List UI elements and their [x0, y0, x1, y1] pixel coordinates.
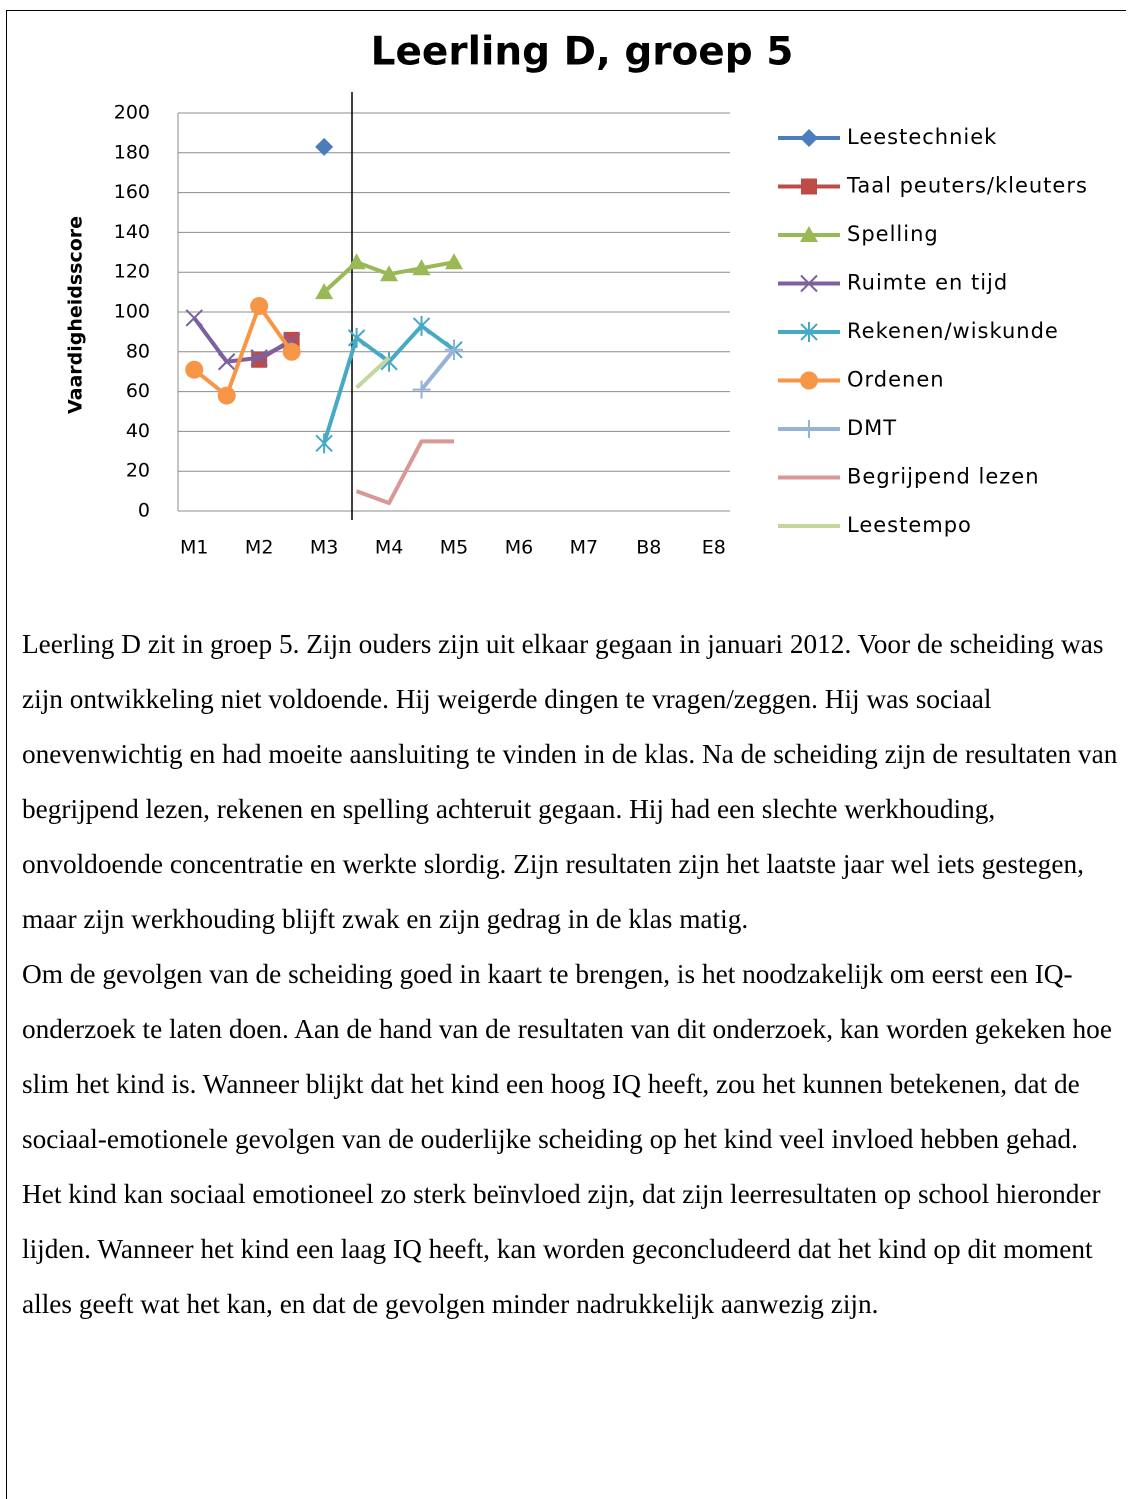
- legend-label: Leestempo: [847, 513, 972, 537]
- marker: [315, 137, 334, 156]
- series-line: [419, 348, 456, 391]
- marker: [380, 265, 399, 282]
- y-axis-title: Vaardigheidsscore: [65, 216, 87, 414]
- legend-label: DMT: [847, 416, 897, 440]
- marker: [412, 315, 431, 336]
- legend-label: Leestechniek: [847, 125, 997, 149]
- legend-label: Ordenen: [847, 368, 945, 392]
- marker: [217, 386, 236, 405]
- chart: Leerling D, groep 5 Vaardigheidsscore 0 2…: [65, 30, 1088, 559]
- marker: [412, 380, 431, 399]
- marker: [315, 433, 333, 454]
- series-line: [355, 356, 391, 390]
- marker: [445, 340, 463, 359]
- series-line: [192, 316, 293, 364]
- marker: [250, 349, 268, 367]
- marker: [445, 253, 463, 270]
- y-tick-label: 60: [126, 380, 150, 402]
- legend-label: Ruimte en tijd: [847, 271, 1008, 295]
- y-tick-label: 140: [114, 221, 150, 243]
- marker: [800, 129, 818, 147]
- x-tick-label: M3: [310, 537, 338, 559]
- x-tick-label: E8: [702, 537, 726, 559]
- x-tick-label: M4: [375, 537, 403, 559]
- y-tick-label: 120: [114, 261, 150, 283]
- marker: [800, 226, 818, 242]
- y-tick-label: 180: [114, 141, 150, 163]
- x-tick-label: M2: [245, 537, 273, 559]
- legend-label: Spelling: [847, 222, 939, 246]
- paragraph: Om de gevolgen van de scheiding goed in …: [22, 959, 1112, 1319]
- marker: [412, 259, 431, 276]
- series-line: [355, 439, 454, 506]
- marker: [347, 327, 366, 348]
- marker: [347, 253, 366, 270]
- paragraph: Leerling D zit in groep 5. Zijn ouders z…: [22, 629, 1118, 934]
- body-text: Leerling D zit in groep 5. Zijn ouders z…: [22, 617, 1118, 1332]
- marker: [217, 353, 236, 371]
- legend-label: Rekenen/wiskunde: [847, 319, 1059, 343]
- marker: [800, 322, 818, 342]
- y-tick-label: 0: [138, 500, 150, 522]
- marker: [800, 420, 818, 438]
- y-tick-label: 80: [126, 340, 150, 362]
- legend-label: Begrijpend lezen: [847, 465, 1040, 489]
- x-tick-label: M5: [440, 537, 468, 559]
- y-tick-label: 100: [114, 301, 150, 323]
- series-line: [192, 304, 294, 398]
- frame: [6, 10, 1126, 1499]
- marker: [801, 178, 817, 195]
- legend-label: Taal peuters/kleuters: [846, 174, 1088, 198]
- chart-title: Leerling D, groep 5: [371, 30, 794, 75]
- y-tick-label: 40: [126, 420, 150, 442]
- x-tick-label: M7: [570, 537, 598, 559]
- marker: [315, 283, 334, 300]
- x-tick-label: M6: [505, 537, 533, 559]
- x-tick-label: B8: [636, 537, 661, 559]
- marker: [185, 309, 203, 327]
- y-tick-label: 200: [114, 102, 150, 124]
- marker: [380, 351, 398, 372]
- marker: [185, 360, 204, 379]
- y-tick-label: 20: [126, 460, 150, 482]
- marker: [800, 371, 818, 390]
- y-tick-label: 160: [114, 181, 150, 203]
- x-tick-label: M1: [180, 537, 208, 559]
- series-line: [322, 323, 456, 444]
- marker: [800, 274, 818, 293]
- marker: [250, 297, 269, 316]
- marker: [282, 342, 301, 361]
